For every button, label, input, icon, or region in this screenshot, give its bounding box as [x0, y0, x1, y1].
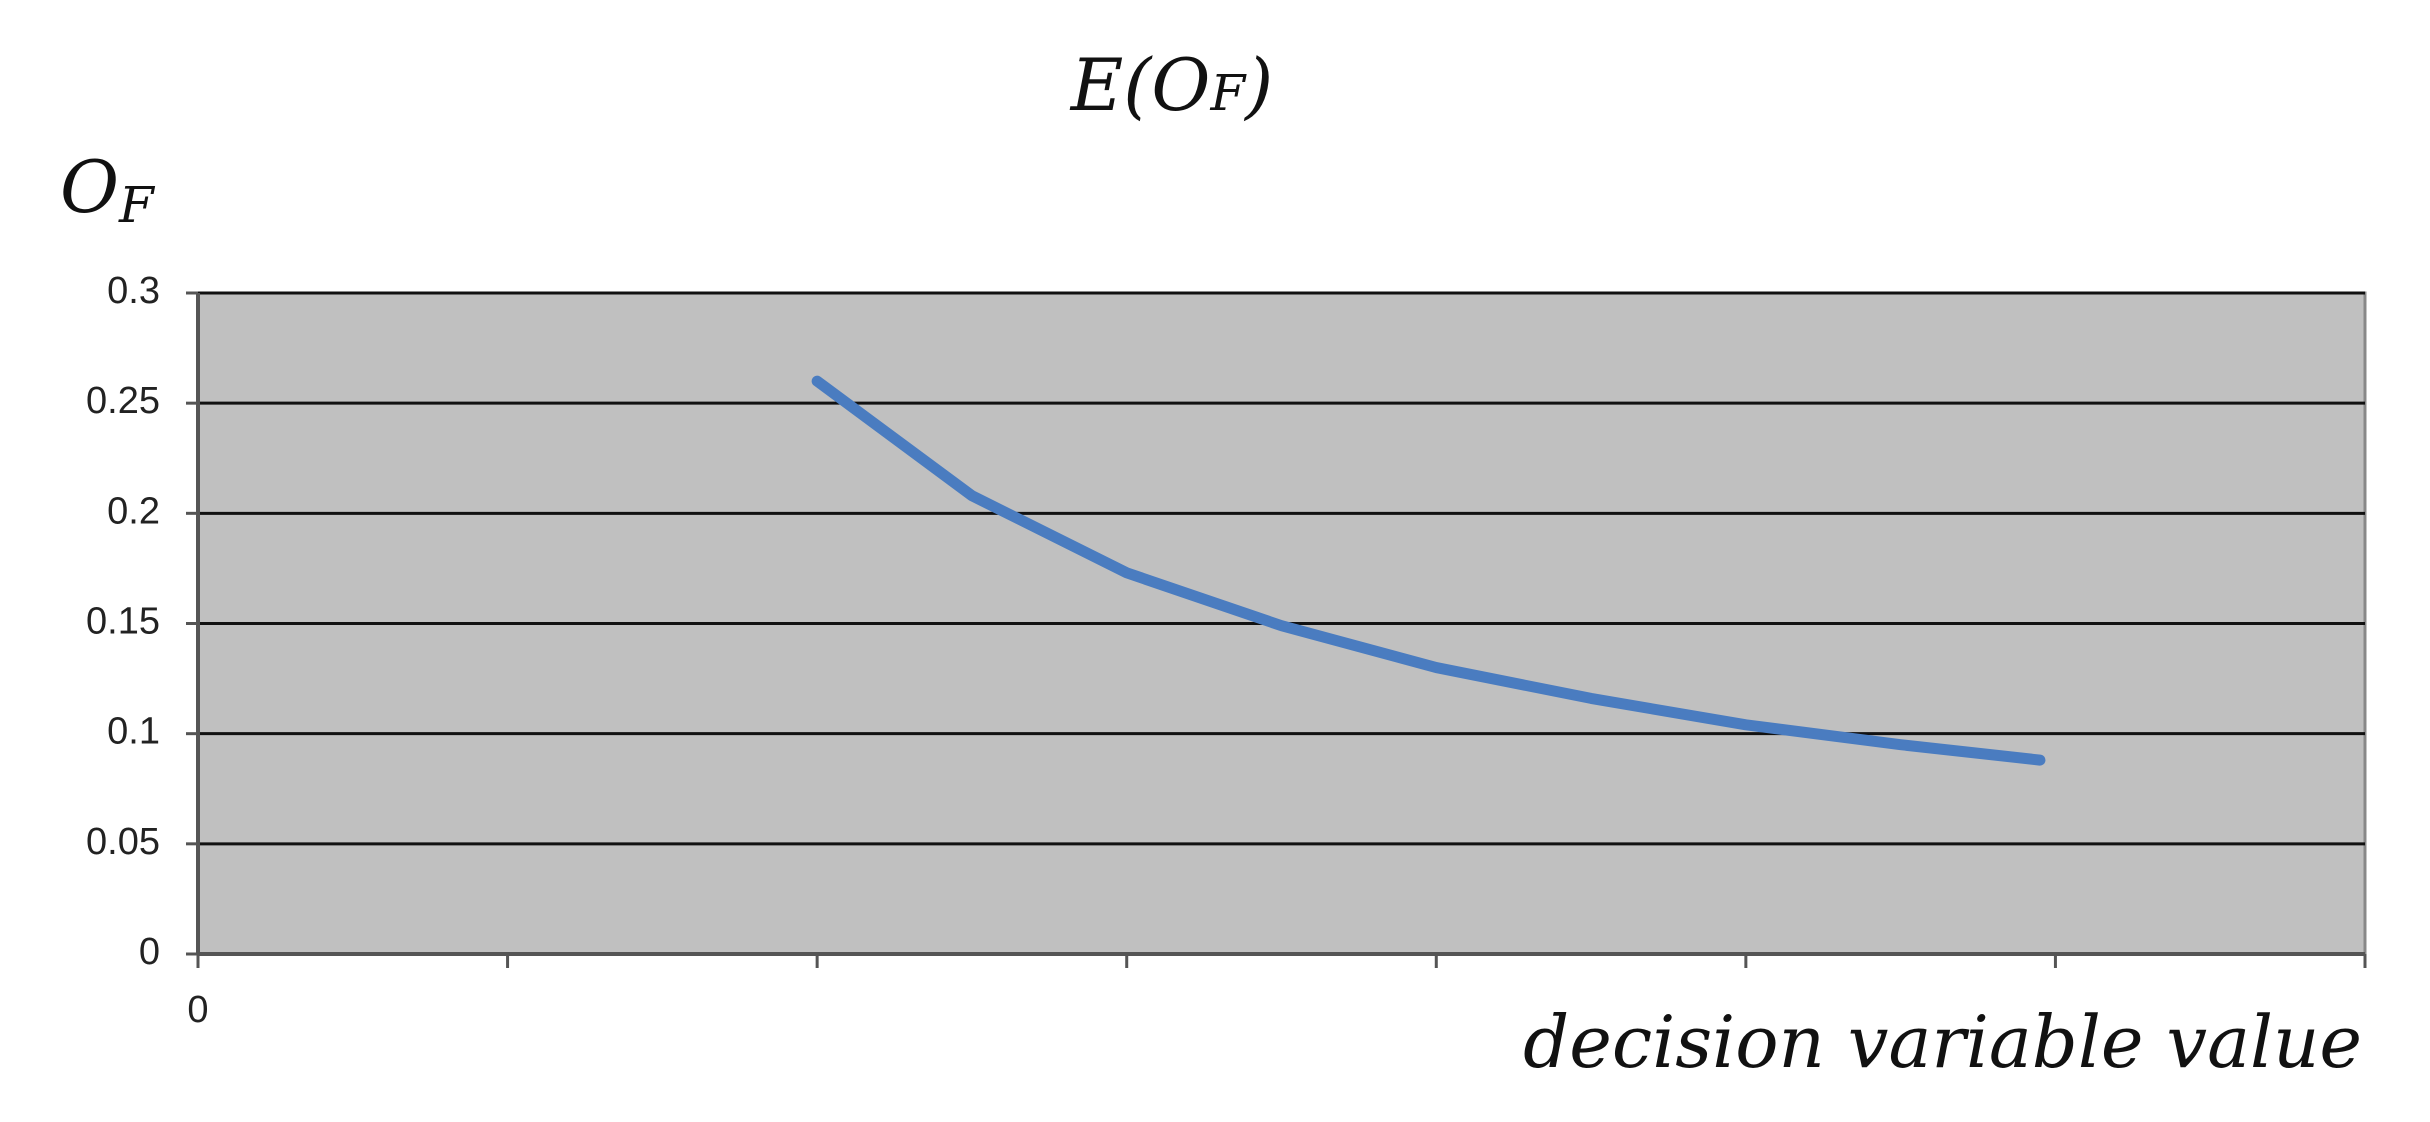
y-label-subscript: F	[118, 176, 156, 234]
title-part: E(O	[1069, 43, 1211, 127]
y-axis-label: OF	[60, 145, 156, 234]
title-subscript: F	[1209, 64, 1247, 122]
y-tick-label: 0.2	[107, 490, 160, 532]
x-tick-label: 0	[187, 989, 208, 1031]
title-part: )	[1243, 43, 1273, 127]
x-axis-label: decision variable value	[1523, 1000, 2362, 1084]
y-label-part: O	[60, 145, 119, 229]
y-tick-label: 0.05	[86, 821, 160, 863]
y-tick-label: 0	[139, 931, 160, 973]
chart-title: E(OF)	[1069, 43, 1273, 127]
data-line	[811, 375, 2046, 766]
y-tick-label: 0.25	[86, 380, 160, 422]
y-tick-label: 0.3	[107, 270, 160, 312]
y-tick-label: 0.1	[107, 711, 160, 753]
y-tick-label: 0.15	[86, 601, 160, 643]
